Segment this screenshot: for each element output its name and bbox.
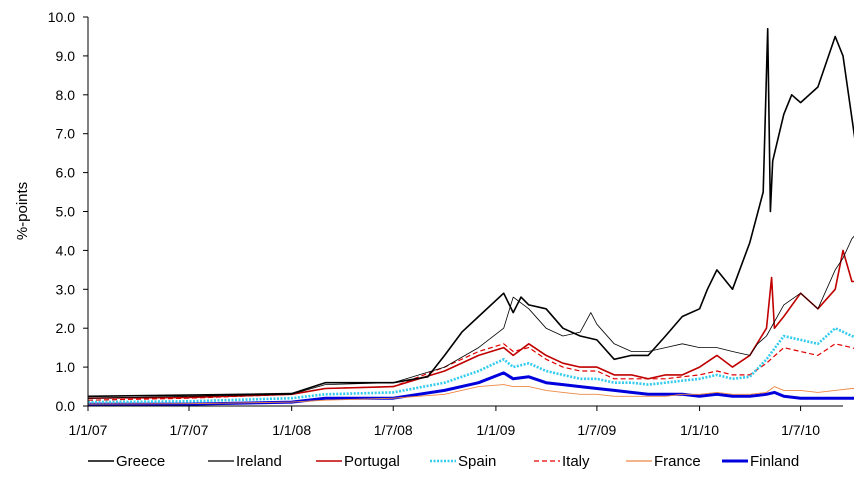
x-tick-label: 1/1/07 — [69, 422, 108, 438]
series-line-greece — [87, 27, 854, 398]
x-tick-label: 1/7/08 — [374, 422, 413, 438]
x-tick-label: 1/1/10 — [680, 422, 719, 438]
legend-label-spain: Spain — [458, 453, 496, 470]
series-line-spain — [87, 326, 854, 404]
legend-label-finland: Finland — [750, 453, 799, 470]
series-layer — [87, 27, 854, 406]
y-tick-label: 0.0 — [56, 398, 76, 414]
legend-label-italy: Italy — [562, 453, 590, 470]
y-tick-label: 4.0 — [56, 242, 76, 258]
ticks-layer: 0.0 1.0 2.0 3.0 4.0 5.0 6.0 7.0 8.0 9.0 10.0 1/1/07… — [48, 9, 820, 438]
x-tick-label: 1/1/09 — [476, 422, 515, 438]
y-tick-label: 7.0 — [56, 126, 76, 142]
x-tick-label: 1/1/08 — [272, 422, 311, 438]
legend-label-france: France — [654, 453, 701, 470]
axes-layer — [87, 17, 843, 407]
y-tick-label: 5.0 — [56, 204, 76, 220]
y-tick-label: 2.0 — [56, 320, 76, 336]
series-line-ireland — [87, 235, 854, 399]
x-tick-label: 1/7/10 — [781, 422, 820, 438]
series-line-france — [87, 384, 854, 405]
x-tick-label: 1/7/07 — [170, 422, 209, 438]
y-axis-label: %-points — [14, 182, 31, 240]
x-tick-label: 1/7/09 — [577, 422, 616, 438]
y-tick-label: 10.0 — [48, 9, 75, 25]
y-tick-label: 9.0 — [56, 48, 76, 64]
series-line-italy — [87, 343, 854, 401]
series-line-portugal — [87, 249, 854, 399]
y-tick-label: 6.0 — [56, 165, 76, 181]
series-line-finland — [88, 371, 854, 406]
legend-label-ireland: Ireland — [236, 453, 282, 470]
y-tick-label: 3.0 — [56, 281, 76, 297]
legend-label-portugal: Portugal — [344, 453, 400, 470]
y-tick-label: 1.0 — [56, 359, 76, 375]
legend: Greece Ireland Portugal Spain Italy France Fin… — [88, 453, 799, 470]
legend-label-greece: Greece — [116, 453, 165, 470]
y-tick-label: 8.0 — [56, 87, 76, 103]
